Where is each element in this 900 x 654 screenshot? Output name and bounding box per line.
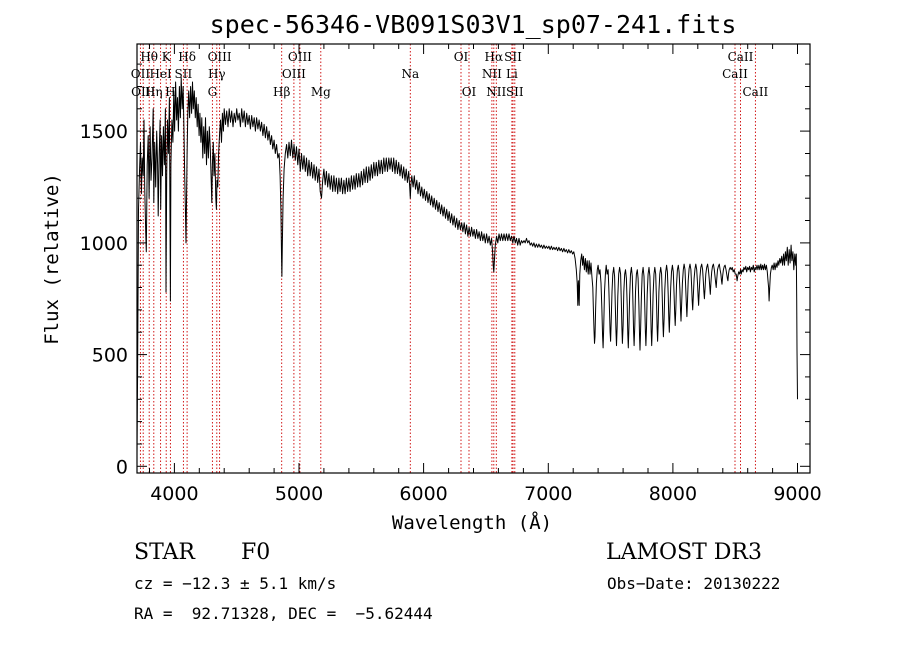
x-tick-label-5: 9000	[773, 483, 821, 505]
y-axis-title: Flux (relative)	[41, 173, 63, 345]
line-label-14: Na	[401, 67, 419, 81]
line-label-22: Hβ	[273, 85, 290, 99]
x-tick-label-1: 5000	[275, 483, 323, 505]
line-label-21: G	[208, 85, 218, 99]
line-label-6: Hα	[485, 50, 504, 64]
survey-name: LAMOST DR3	[606, 540, 762, 565]
line-label-9: OII	[131, 67, 151, 81]
line-label-27: CaII	[742, 85, 768, 99]
y-tick-label-2: 1000	[80, 233, 128, 255]
observation-date: Obs−Date: 20130222	[607, 574, 781, 593]
line-label-11: SII	[175, 67, 193, 81]
line-label-13: OIII	[282, 67, 306, 81]
spectral-subclass: F0	[241, 540, 271, 565]
x-axis-title: Wavelength (Å)	[392, 511, 552, 534]
coordinates: RA = 92.71328, DEC = −5.62444	[134, 604, 433, 623]
object-type: STAR	[134, 540, 195, 565]
spectrum-series	[136, 77, 798, 453]
x-tick-label-3: 7000	[524, 483, 572, 505]
line-label-3: OIII	[208, 50, 232, 64]
spectrum-line-0	[136, 77, 798, 453]
y-tick-label-1: 500	[92, 345, 128, 367]
x-tick-label-4: 8000	[649, 483, 697, 505]
line-label-26: SII	[506, 85, 524, 99]
redshift-velocity: cz = −12.3 ± 5.1 km/s	[134, 574, 337, 593]
line-label-23: Mg	[311, 85, 331, 99]
line-label-12: Hγ	[208, 67, 226, 81]
plot-frame	[136, 43, 811, 474]
line-label-0: Hθ	[140, 50, 158, 64]
line-label-7: SII	[504, 50, 522, 64]
line-label-17: CaII	[722, 67, 748, 81]
line-label-25: NII	[486, 85, 506, 99]
line-label-19: Hη	[145, 85, 163, 99]
line-label-8: CaII	[728, 50, 754, 64]
line-label-10: HeI	[149, 67, 172, 81]
line-label-18: OIII	[131, 85, 155, 99]
line-label-1: K	[162, 50, 172, 64]
line-label-24: OI	[462, 85, 477, 99]
x-tick-label-2: 6000	[399, 483, 447, 505]
y-tick-label-3: 1500	[80, 121, 128, 143]
line-label-15: NII	[482, 67, 502, 81]
y-tick-label-0: 0	[116, 456, 128, 478]
line-label-2: Hδ	[178, 50, 196, 64]
axis-ticks: 4000 5000 6000 7000 8000 9000 0 500 1000 1500	[80, 44, 822, 505]
x-tick-label-0: 4000	[150, 483, 198, 505]
line-label-4: OIII	[288, 50, 312, 64]
chart-title: spec-56346-VB091S03V1_sp07-241.fits	[210, 10, 737, 39]
line-label-20: H	[165, 85, 175, 99]
line-label-16: Li	[506, 67, 518, 81]
line-markers	[139, 44, 756, 473]
line-label-5: OI	[454, 50, 469, 64]
